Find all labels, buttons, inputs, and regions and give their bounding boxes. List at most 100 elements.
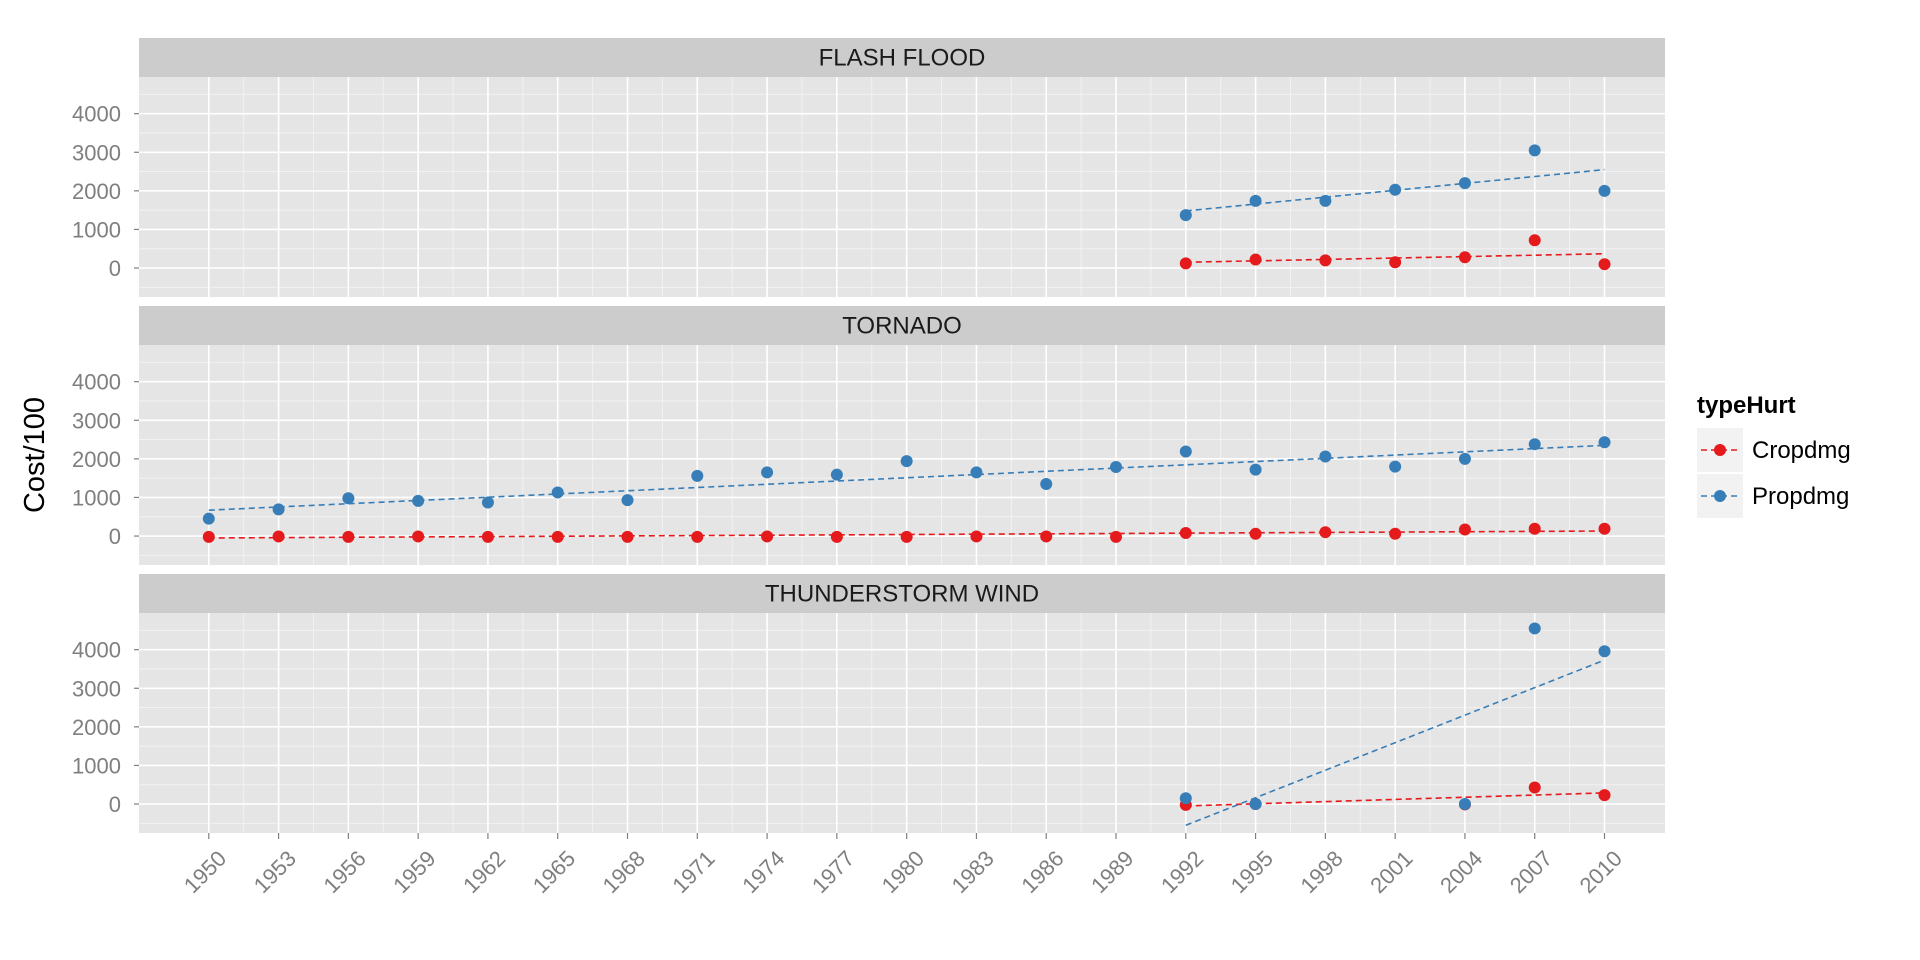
- data-point-cropdmg: [342, 530, 355, 543]
- data-point-propdmg: [1110, 460, 1123, 473]
- facet-strip-label: THUNDERSTORM WIND: [765, 581, 1039, 608]
- panel-thunderstorm-wind: THUNDERSTORM WIND 0 1000 2000 3000 4000: [72, 574, 1665, 833]
- data-point-propdmg: [1528, 144, 1541, 157]
- data-point-propdmg: [551, 486, 564, 499]
- data-point-propdmg: [1528, 438, 1541, 451]
- y-tick-label: 2000: [72, 179, 121, 204]
- data-point-propdmg: [1598, 436, 1611, 449]
- data-point-propdmg: [272, 503, 285, 516]
- x-tick-label: 1953: [249, 846, 301, 898]
- data-point-propdmg: [1249, 194, 1262, 207]
- x-tick-label: 2001: [1365, 846, 1417, 898]
- y-tick-label: 1000: [72, 753, 121, 778]
- x-tick-label: 1959: [388, 846, 440, 898]
- data-point-cropdmg: [551, 530, 564, 543]
- data-point-cropdmg: [1040, 530, 1053, 543]
- x-tick-label: 1956: [318, 846, 370, 898]
- y-tick-label: 2000: [72, 715, 121, 740]
- y-tick-label: 3000: [72, 408, 121, 433]
- data-point-cropdmg: [412, 530, 425, 543]
- data-point-propdmg: [761, 466, 774, 479]
- y-tick-label: 3000: [72, 140, 121, 165]
- y-tick-label: 0: [109, 524, 121, 549]
- legend-label: Cropdmg: [1752, 437, 1851, 464]
- legend: typeHurt Cropdmg Propdmg: [1697, 392, 1851, 518]
- y-tick-label: 4000: [72, 370, 121, 395]
- data-point-cropdmg: [1528, 781, 1541, 794]
- x-tick-label: 1977: [807, 846, 859, 898]
- x-tick-label: 1965: [528, 846, 580, 898]
- x-tick-label: 1971: [667, 846, 719, 898]
- facet-strip: [139, 38, 1665, 77]
- data-point-cropdmg: [1528, 234, 1541, 247]
- data-point-propdmg: [621, 494, 634, 507]
- x-tick-label: 1998: [1296, 846, 1348, 898]
- legend-label: Propdmg: [1752, 483, 1849, 510]
- facet-strip-label: TORNADO: [842, 313, 962, 340]
- y-tick-label: 3000: [72, 676, 121, 701]
- x-axis: 1950 1953 1956 1959 1962 1965 1968 1971 1974 1977…: [179, 833, 1627, 898]
- data-point-cropdmg: [1598, 522, 1611, 535]
- data-point-cropdmg: [481, 530, 494, 543]
- panels-group: FLASH FLOOD 0 1000 2000 3000 4000 TORNADO 0 1000…: [72, 38, 1665, 833]
- y-tick-label: 1000: [72, 217, 121, 242]
- facet-strip: [139, 306, 1665, 345]
- x-tick-label: 1992: [1156, 846, 1208, 898]
- panel-flash-flood: FLASH FLOOD 0 1000 2000 3000 4000: [72, 38, 1665, 297]
- data-point-cropdmg: [761, 530, 774, 543]
- data-point-cropdmg: [272, 530, 285, 543]
- data-point-propdmg: [970, 466, 983, 479]
- legend-item-propdmg: Propdmg: [1697, 474, 1849, 518]
- legend-key-point: [1714, 444, 1726, 456]
- data-point-cropdmg: [202, 530, 215, 543]
- data-point-cropdmg: [1389, 256, 1402, 269]
- data-point-cropdmg: [1319, 526, 1332, 539]
- y-axis-title: Cost/100: [19, 397, 51, 513]
- x-tick-label: 1980: [877, 846, 929, 898]
- y-tick-label: 0: [109, 256, 121, 281]
- data-point-propdmg: [691, 469, 704, 482]
- data-point-propdmg: [1319, 194, 1332, 207]
- data-point-propdmg: [1458, 452, 1471, 465]
- data-point-cropdmg: [1179, 526, 1192, 539]
- data-point-propdmg: [1249, 463, 1262, 476]
- legend-item-cropdmg: Cropdmg: [1697, 428, 1851, 472]
- data-point-propdmg: [1458, 177, 1471, 190]
- data-point-propdmg: [202, 512, 215, 525]
- legend-title: typeHurt: [1697, 392, 1796, 419]
- y-tick-label: 4000: [72, 102, 121, 127]
- data-point-propdmg: [412, 494, 425, 507]
- data-point-propdmg: [1179, 445, 1192, 458]
- x-tick-label: 1983: [947, 846, 999, 898]
- data-point-propdmg: [1389, 460, 1402, 473]
- data-point-propdmg: [1249, 798, 1262, 811]
- data-point-cropdmg: [691, 530, 704, 543]
- x-tick-label: 1950: [179, 846, 231, 898]
- data-point-cropdmg: [1458, 251, 1471, 264]
- y-tick-label: 2000: [72, 447, 121, 472]
- y-tick-label: 4000: [72, 638, 121, 663]
- trend-line-propdmg: [208, 444, 1605, 511]
- facet-strip-label: FLASH FLOOD: [819, 45, 986, 72]
- plot-background: [139, 613, 1665, 833]
- data-point-cropdmg: [1598, 789, 1611, 802]
- x-tick-label: 1995: [1226, 846, 1278, 898]
- data-point-cropdmg: [621, 530, 634, 543]
- data-point-propdmg: [1598, 184, 1611, 197]
- data-point-propdmg: [900, 455, 913, 468]
- data-point-cropdmg: [900, 530, 913, 543]
- data-point-cropdmg: [970, 530, 983, 543]
- data-point-propdmg: [1389, 183, 1402, 196]
- x-tick-label: 2007: [1505, 846, 1557, 898]
- y-tick-label: 1000: [72, 485, 121, 510]
- data-point-cropdmg: [830, 530, 843, 543]
- data-point-propdmg: [1040, 477, 1053, 490]
- facet-strip: [139, 574, 1665, 613]
- data-point-propdmg: [342, 492, 355, 505]
- data-point-propdmg: [1458, 798, 1471, 811]
- trend-line-cropdmg: [208, 530, 1605, 539]
- data-point-cropdmg: [1179, 257, 1192, 270]
- data-point-cropdmg: [1110, 530, 1123, 543]
- legend-key-point: [1714, 490, 1726, 502]
